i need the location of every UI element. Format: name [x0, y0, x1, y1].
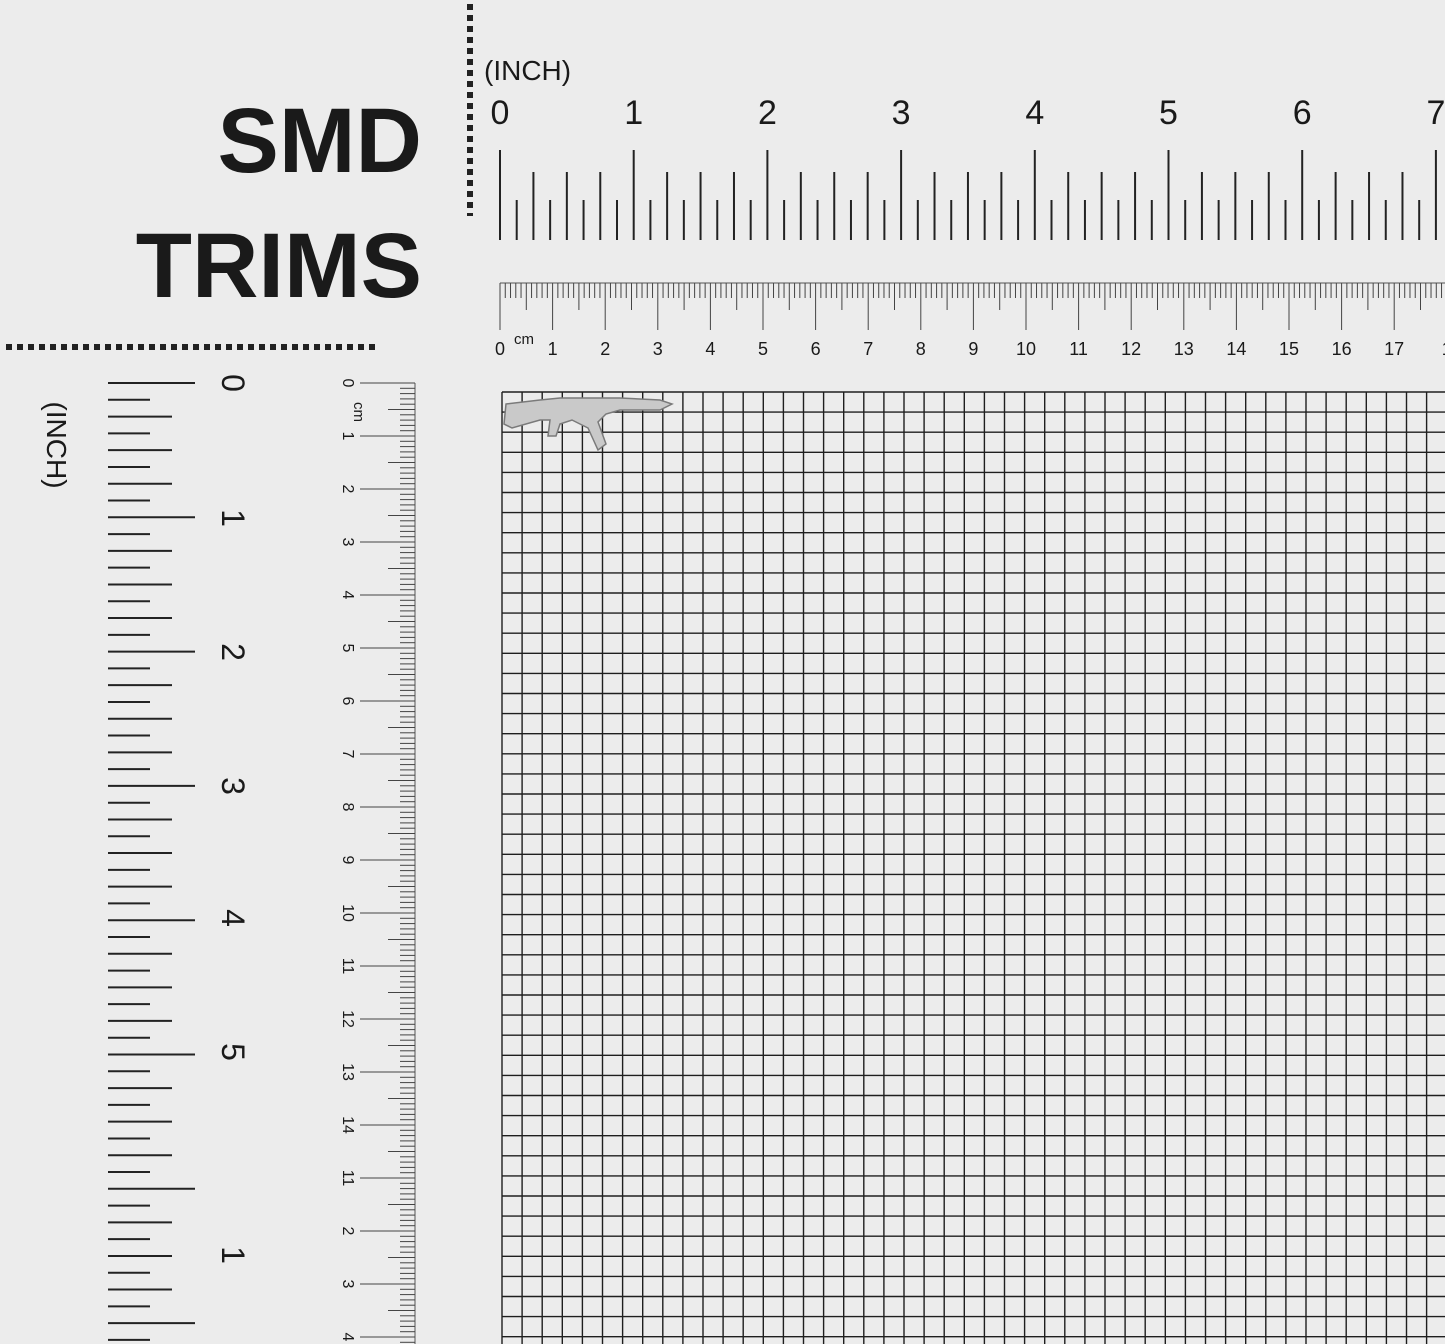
- cm-label: 17: [1384, 339, 1404, 359]
- cm-label: 5: [758, 339, 768, 359]
- cm-label: 14: [339, 1116, 356, 1134]
- cm-label: 15: [1279, 339, 1299, 359]
- cm-label: 3: [339, 538, 356, 547]
- cm-label: 2: [600, 339, 610, 359]
- cm-label: 12: [1121, 339, 1141, 359]
- cm-label: 2: [339, 485, 356, 494]
- title-line: TRIMS: [136, 215, 422, 317]
- grid: [501, 391, 1445, 1344]
- cm-label: 14: [1226, 339, 1246, 359]
- inch-label: 3: [892, 94, 911, 132]
- cm-label: 1: [1442, 339, 1445, 359]
- cm-label: 1: [548, 339, 558, 359]
- cm-label: 13: [1174, 339, 1194, 359]
- product-icon: [503, 397, 674, 452]
- unit-label: cm: [350, 402, 367, 422]
- cm-label: 3: [339, 1280, 356, 1289]
- inch-label: 0: [215, 374, 251, 392]
- cm-label: 7: [863, 339, 873, 359]
- inch-label: 1: [215, 1246, 251, 1264]
- cm-label: 11: [339, 1170, 356, 1187]
- cm-label: 0: [339, 379, 356, 388]
- cm-label: 0: [495, 339, 505, 359]
- inch-label: 3: [215, 777, 251, 795]
- cm-label: 6: [811, 339, 821, 359]
- inch-label: 2: [215, 643, 251, 661]
- cm-label: 16: [1332, 339, 1352, 359]
- cm-label: 10: [339, 904, 356, 922]
- unit-label: (INCH): [484, 55, 571, 86]
- rulers: 01234567cm012345678910111213141516171012…: [108, 94, 1445, 1344]
- inch-label: 6: [1293, 94, 1312, 132]
- cm-label: 7: [339, 750, 356, 759]
- unit-label: cm: [514, 331, 534, 348]
- inch-label: 1: [215, 509, 251, 527]
- cm-label: 13: [339, 1063, 356, 1081]
- cm-label: 1: [339, 432, 356, 441]
- inch-label: 5: [1159, 94, 1178, 132]
- unit-label: (INCH): [41, 401, 72, 488]
- cm-label: 10: [1016, 339, 1036, 359]
- cm-label: 11: [1069, 339, 1088, 359]
- cm-label: 4: [339, 591, 356, 600]
- cm-label: 9: [968, 339, 978, 359]
- cm-label: 12: [339, 1010, 356, 1028]
- inch-label: 2: [758, 94, 777, 132]
- cm-label: 8: [916, 339, 926, 359]
- cm-label: 11: [339, 958, 356, 975]
- cm-label: 9: [339, 856, 356, 865]
- inch-label: 4: [1025, 94, 1044, 132]
- inch-label: 7: [1426, 94, 1445, 132]
- cm-label: 3: [653, 339, 663, 359]
- cm-label: 8: [339, 803, 356, 812]
- cm-label: 6: [339, 697, 356, 706]
- cm-label: 5: [339, 644, 356, 653]
- inch-label: 0: [491, 94, 510, 132]
- cm-label: 2: [339, 1227, 356, 1236]
- inch-label: 4: [215, 909, 251, 927]
- inch-label: 5: [215, 1043, 251, 1061]
- inch-label: 1: [624, 94, 643, 132]
- cm-label: 4: [705, 339, 715, 359]
- title-line: SMD: [218, 90, 422, 192]
- cm-label: 4: [339, 1333, 356, 1342]
